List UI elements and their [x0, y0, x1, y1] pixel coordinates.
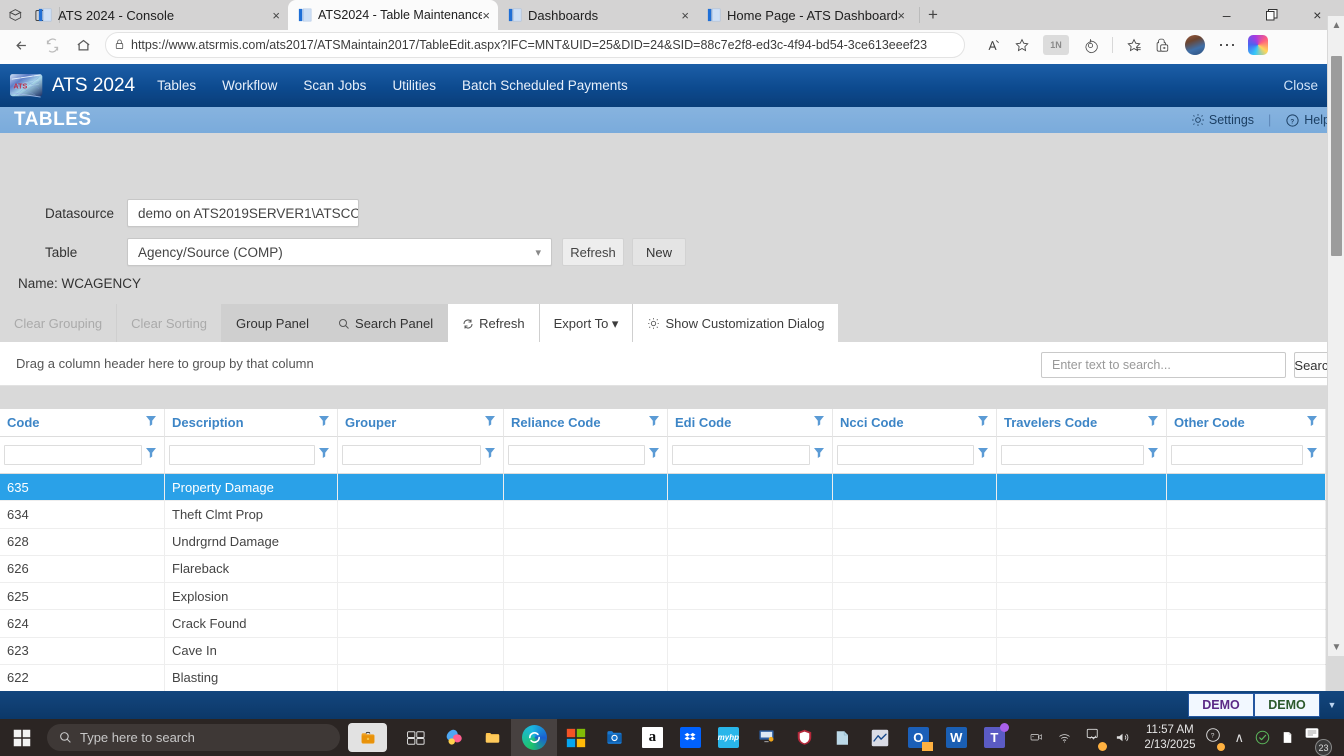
svg-text:ATS: ATS — [13, 81, 27, 90]
svg-text:?: ? — [1211, 733, 1215, 740]
svg-text:?: ? — [1291, 118, 1295, 125]
